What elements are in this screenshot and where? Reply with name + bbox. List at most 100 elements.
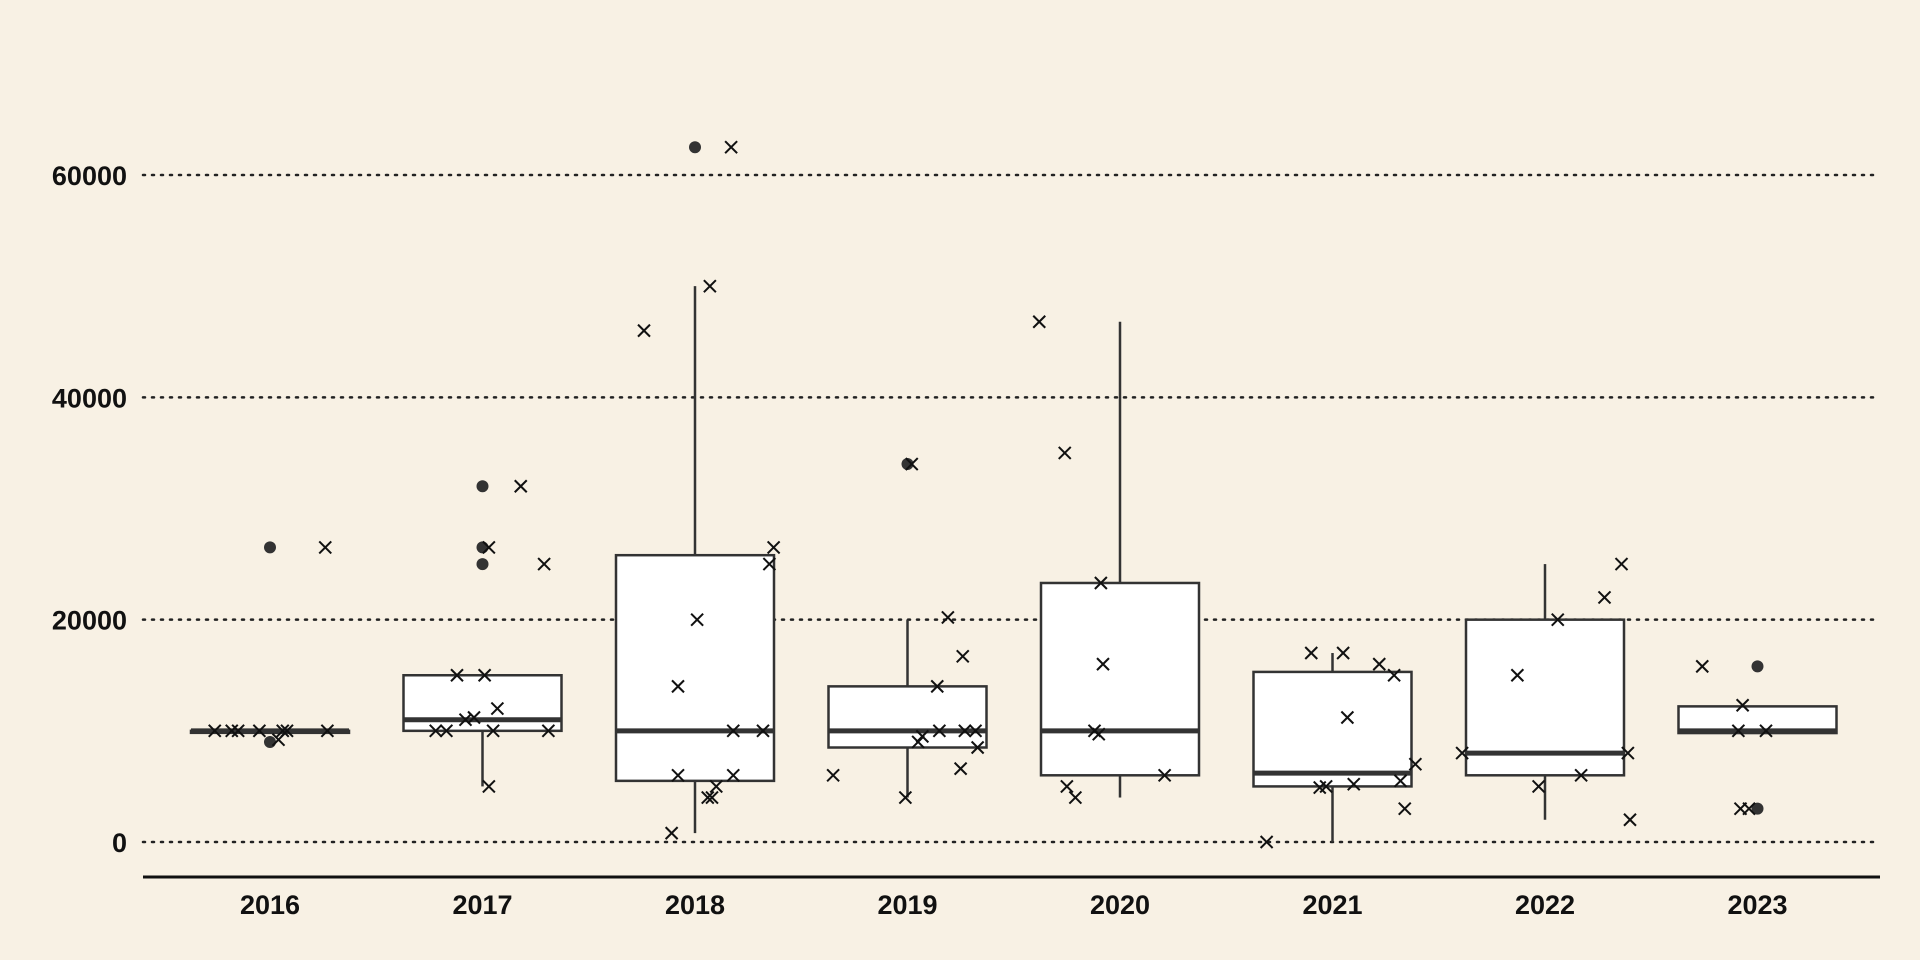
jitter-stroke — [1096, 657, 1110, 671]
jitter-point — [930, 679, 944, 694]
jitter-stroke — [1393, 774, 1408, 788]
jitter-stroke — [726, 768, 740, 783]
jitter-point — [953, 761, 968, 776]
jitter-point — [208, 724, 222, 738]
jitter-point — [450, 668, 464, 682]
jitter-stroke — [1759, 724, 1773, 738]
jitter-stroke — [664, 826, 679, 840]
box-body — [1252, 670, 1413, 788]
jitter-point — [671, 679, 685, 694]
jitter-stroke — [1032, 315, 1046, 329]
jitter-stroke — [514, 479, 528, 493]
jitter-stroke — [724, 140, 738, 154]
jitter-point — [1347, 777, 1361, 791]
y-axis-tick-labels: 0 20000 40000 60000 — [52, 161, 127, 858]
jitter-point — [968, 724, 983, 738]
jitter-point — [482, 779, 496, 794]
jitter-stroke — [726, 724, 740, 738]
jitter-point — [1735, 698, 1750, 712]
boxes — [189, 286, 1838, 842]
jitter-point — [1340, 710, 1355, 725]
jitter-point — [956, 649, 970, 664]
jitter-stroke — [756, 724, 770, 738]
jitter-point — [724, 140, 738, 154]
jitter-stroke — [490, 701, 505, 716]
jitter-stroke — [905, 457, 919, 471]
jitter-point — [486, 724, 500, 738]
y-tick-label: 0 — [112, 828, 127, 858]
jitter-stroke — [477, 668, 492, 682]
jitter-point — [1094, 576, 1108, 590]
jitter-stroke — [932, 724, 947, 738]
box-2021 — [1252, 653, 1413, 842]
jitter-point — [252, 724, 267, 738]
jitter-point — [703, 279, 717, 293]
jitter-point — [690, 612, 704, 627]
jitter-point — [541, 724, 556, 738]
jitter-point — [1531, 779, 1546, 794]
jitter-stroke — [690, 612, 704, 627]
x-tick-label: 2022 — [1515, 890, 1575, 920]
jitter-stroke — [429, 724, 443, 738]
jitter-stroke — [450, 668, 464, 682]
jitter-point — [1058, 446, 1072, 460]
jitter-point — [664, 826, 679, 840]
gridlines — [141, 173, 1882, 844]
jitter-stroke — [320, 724, 335, 738]
jitter-stroke — [1731, 724, 1746, 738]
jitter-stroke — [915, 729, 930, 744]
box-2018 — [614, 286, 776, 834]
box-2019 — [827, 619, 988, 798]
box-body — [402, 674, 563, 733]
jitter-stroke — [958, 724, 972, 738]
jitter-point — [701, 790, 715, 805]
box-2023 — [1677, 705, 1838, 735]
outlier-points — [264, 141, 1764, 815]
jitter-stroke — [1336, 646, 1350, 660]
jitter-stroke — [1058, 446, 1072, 460]
box-body — [614, 553, 776, 783]
x-tick-label: 2018 — [665, 890, 725, 920]
jitter-stroke — [941, 610, 955, 625]
jitter-point — [726, 768, 740, 783]
jitter-point — [970, 740, 985, 755]
jitter-stroke — [276, 724, 290, 738]
box-2020 — [1039, 321, 1201, 798]
jitter-point — [726, 724, 740, 738]
jitter-stroke — [482, 540, 496, 555]
jitter-point — [1731, 724, 1746, 738]
jitter-stroke — [458, 713, 473, 727]
jitter-point — [671, 768, 685, 783]
jitter-stroke — [705, 790, 719, 805]
jitter-stroke — [208, 724, 222, 738]
jitter-point — [458, 713, 473, 727]
outlier-point — [476, 480, 489, 493]
y-tick-label: 20000 — [52, 606, 127, 636]
jitter-point — [439, 724, 454, 738]
jitter-point — [280, 724, 294, 738]
jitter-stroke — [637, 323, 651, 338]
outlier-point — [1751, 660, 1764, 673]
jitter-points — [208, 140, 1773, 849]
jitter-stroke — [956, 649, 970, 664]
jitter-point — [482, 540, 496, 555]
jitter-stroke — [826, 768, 840, 783]
jitter-point — [1259, 835, 1274, 849]
x-tick-label: 2020 — [1090, 890, 1150, 920]
x-tick-label: 2023 — [1727, 890, 1787, 920]
jitter-stroke — [280, 724, 294, 738]
jitter-point — [915, 729, 930, 744]
jitter-point — [941, 610, 955, 625]
jitter-stroke — [486, 724, 500, 738]
jitter-point — [1393, 774, 1408, 788]
outlier-point — [689, 141, 701, 154]
jitter-point — [762, 557, 777, 571]
jitter-stroke — [1574, 768, 1588, 783]
jitter-point — [231, 724, 245, 738]
jitter-stroke — [766, 540, 781, 555]
jitter-stroke — [1510, 668, 1525, 682]
jitter-stroke — [1372, 657, 1386, 671]
jitter-point — [1387, 668, 1401, 682]
